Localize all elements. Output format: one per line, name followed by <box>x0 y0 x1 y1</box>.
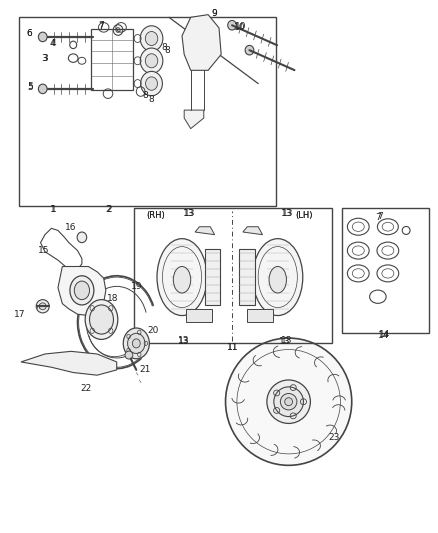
Ellipse shape <box>39 303 46 310</box>
Text: 11: 11 <box>227 343 239 352</box>
Polygon shape <box>182 14 221 70</box>
Text: 13: 13 <box>178 337 190 346</box>
Ellipse shape <box>226 338 352 465</box>
Text: 2: 2 <box>105 205 111 214</box>
Bar <box>19 17 276 206</box>
Text: 23: 23 <box>328 433 340 442</box>
Text: 22: 22 <box>81 384 92 393</box>
Ellipse shape <box>173 266 191 293</box>
Ellipse shape <box>132 339 140 348</box>
Ellipse shape <box>116 28 120 33</box>
Polygon shape <box>184 110 204 128</box>
Bar <box>134 208 332 343</box>
Ellipse shape <box>89 305 113 334</box>
Ellipse shape <box>70 276 94 305</box>
Polygon shape <box>195 227 215 235</box>
Ellipse shape <box>145 54 158 68</box>
Text: 15: 15 <box>38 246 50 255</box>
Bar <box>186 309 212 322</box>
Ellipse shape <box>36 300 49 313</box>
Text: 7: 7 <box>98 22 103 31</box>
Text: 13: 13 <box>279 337 290 346</box>
Text: 1: 1 <box>51 205 57 214</box>
Text: 8: 8 <box>142 91 148 100</box>
Ellipse shape <box>77 232 87 243</box>
Ellipse shape <box>145 31 158 45</box>
Text: 16: 16 <box>65 223 77 232</box>
Ellipse shape <box>228 20 237 30</box>
Ellipse shape <box>280 393 297 410</box>
Bar <box>92 29 133 90</box>
Ellipse shape <box>74 281 89 300</box>
Polygon shape <box>243 227 262 235</box>
Text: 9: 9 <box>212 9 218 18</box>
Text: 10: 10 <box>235 22 247 31</box>
Text: 13: 13 <box>178 336 190 345</box>
Ellipse shape <box>245 45 254 55</box>
Text: 8: 8 <box>148 95 155 104</box>
Text: 6: 6 <box>27 29 32 38</box>
Text: (RH): (RH) <box>147 211 165 220</box>
Text: 14: 14 <box>378 331 389 340</box>
Ellipse shape <box>145 77 158 90</box>
Text: 7: 7 <box>377 212 383 221</box>
Ellipse shape <box>267 380 311 423</box>
Text: 4: 4 <box>50 39 56 48</box>
Ellipse shape <box>253 239 303 316</box>
Ellipse shape <box>39 84 47 94</box>
Text: (LH): (LH) <box>295 211 313 220</box>
Text: 1: 1 <box>50 205 56 214</box>
Bar <box>342 208 429 333</box>
Text: 3: 3 <box>41 54 47 62</box>
Text: 13: 13 <box>281 209 292 218</box>
Text: 6: 6 <box>27 29 32 38</box>
Text: 13: 13 <box>184 209 196 218</box>
Text: 7: 7 <box>375 213 381 222</box>
Text: 10: 10 <box>234 23 245 32</box>
Ellipse shape <box>140 48 163 74</box>
Bar <box>240 249 255 305</box>
Text: 8: 8 <box>162 43 167 52</box>
Text: 7: 7 <box>99 21 104 30</box>
Text: 13: 13 <box>281 336 292 345</box>
Ellipse shape <box>285 398 293 406</box>
Ellipse shape <box>127 333 145 353</box>
Text: 13: 13 <box>282 209 293 218</box>
Bar <box>205 249 220 305</box>
Ellipse shape <box>157 239 207 316</box>
Ellipse shape <box>140 26 163 51</box>
Text: 5: 5 <box>27 83 32 92</box>
Text: (LH): (LH) <box>295 211 313 220</box>
Text: 17: 17 <box>14 310 25 319</box>
Text: 11: 11 <box>227 343 239 352</box>
Text: (RH): (RH) <box>147 211 165 220</box>
Text: 2: 2 <box>106 205 112 214</box>
Ellipse shape <box>269 266 286 293</box>
Polygon shape <box>58 266 106 316</box>
Text: 3: 3 <box>42 54 48 62</box>
Text: 4: 4 <box>51 39 57 49</box>
Bar <box>247 309 273 322</box>
Text: 9: 9 <box>212 9 218 18</box>
Ellipse shape <box>125 351 133 359</box>
Ellipse shape <box>274 387 304 417</box>
Text: 8: 8 <box>164 46 170 55</box>
Ellipse shape <box>123 328 149 359</box>
Polygon shape <box>21 351 117 375</box>
Text: 13: 13 <box>183 209 194 218</box>
Ellipse shape <box>85 300 118 340</box>
Text: 21: 21 <box>139 366 151 374</box>
Text: 19: 19 <box>131 282 142 291</box>
Text: 14: 14 <box>379 330 390 339</box>
Text: 20: 20 <box>147 326 159 335</box>
Ellipse shape <box>141 71 162 96</box>
Text: 5: 5 <box>27 82 32 91</box>
Ellipse shape <box>39 32 47 42</box>
Text: 18: 18 <box>106 294 118 303</box>
